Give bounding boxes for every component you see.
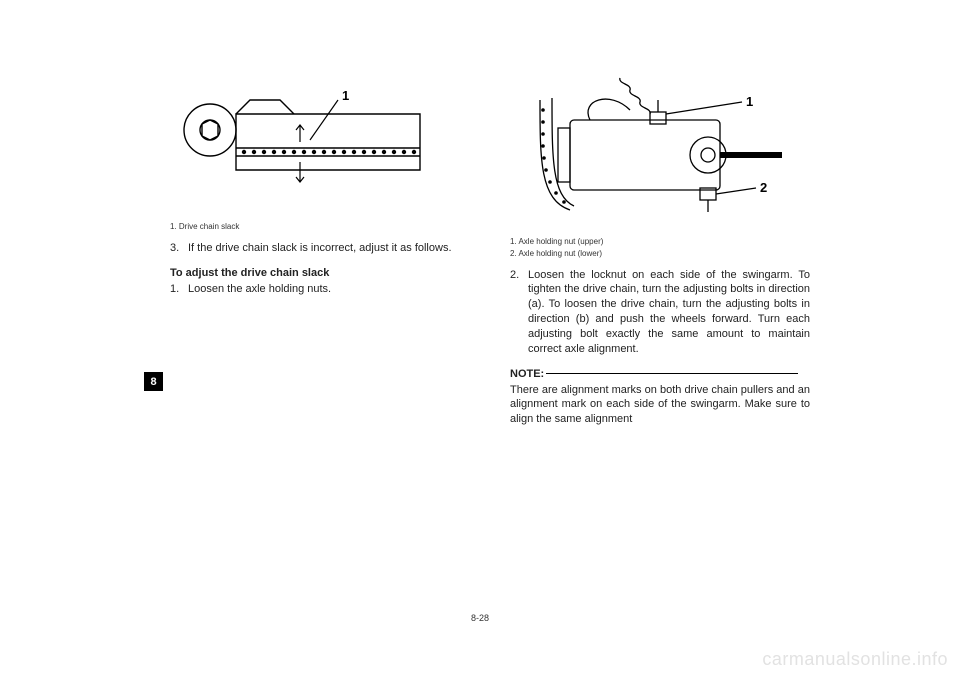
step-text: Loosen the axle holding nuts. (188, 282, 470, 297)
right-illustration-caption: 1. Axle holding nut (upper) 2. Axle hold… (510, 237, 810, 260)
watermark: carmanualsonline.info (762, 649, 948, 670)
callout-1: 1 (746, 94, 753, 109)
step-number: 2. (510, 268, 528, 357)
callout-1: 1 (342, 88, 349, 103)
step-text: If the drive chain slack is incorrect, a… (188, 241, 470, 256)
list-item: 1. Loosen the axle holding nuts. (170, 282, 470, 297)
page-number: 8-28 (0, 613, 960, 623)
caption-line: 2. Axle holding nut (lower) (510, 249, 810, 260)
list-item: 3. If the drive chain slack is incorrect… (170, 241, 470, 256)
caption-line: 1. Drive chain slack (170, 222, 470, 233)
section-tab: 8 (144, 372, 163, 391)
list-item: 2. Loosen the locknut on each side of th… (510, 268, 810, 357)
section-number: 8 (150, 376, 156, 388)
left-column: 1 1. Drive chain slack 3. If the drive c… (170, 70, 470, 427)
step-text: Loosen the locknut on each side of the s… (528, 268, 810, 357)
step-list-right: 2. Loosen the locknut on each side of th… (510, 268, 810, 357)
caption-line: 1. Axle holding nut (upper) (510, 237, 810, 248)
step-list-left-a: 3. If the drive chain slack is incorrect… (170, 241, 470, 256)
page-number-text: 8-28 (471, 613, 489, 623)
step-number: 3. (170, 241, 188, 256)
subheading: To adjust the drive chain slack (170, 266, 470, 281)
note-label: NOTE: (510, 368, 544, 380)
note-text: There are alignment marks on both drive … (510, 383, 810, 428)
drive-chain-slack-illustration: 1 (170, 70, 430, 220)
note-block: NOTE: There are alignment marks on both … (510, 367, 810, 427)
axle-nuts-illustration: 1 2 (510, 70, 790, 235)
callout-2: 2 (760, 180, 767, 195)
note-rule (546, 373, 798, 374)
right-column: 1 2 1. Axle holding nut (upper) 2. Axle … (510, 70, 810, 427)
left-illustration-caption: 1. Drive chain slack (170, 222, 470, 233)
step-list-left-b: 1. Loosen the axle holding nuts. (170, 282, 470, 297)
content-columns: 1 1. Drive chain slack 3. If the drive c… (170, 70, 810, 427)
manual-page: 8 (0, 0, 960, 678)
step-number: 1. (170, 282, 188, 297)
